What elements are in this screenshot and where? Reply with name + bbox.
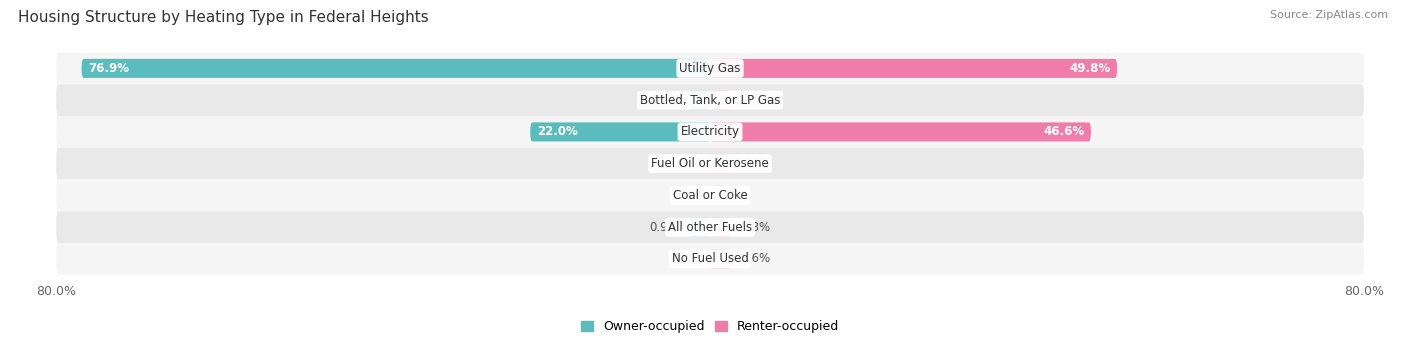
FancyBboxPatch shape [56, 116, 1364, 148]
Text: 0.0%: 0.0% [678, 252, 707, 266]
Text: 0.97%: 0.97% [650, 221, 686, 234]
FancyBboxPatch shape [530, 122, 710, 142]
FancyBboxPatch shape [710, 218, 731, 237]
Text: 0.09%: 0.09% [734, 157, 770, 170]
Text: 46.6%: 46.6% [1043, 125, 1084, 138]
FancyBboxPatch shape [710, 154, 731, 173]
Text: 49.8%: 49.8% [1070, 62, 1111, 75]
Text: Source: ZipAtlas.com: Source: ZipAtlas.com [1270, 10, 1388, 20]
Text: 76.9%: 76.9% [89, 62, 129, 75]
FancyBboxPatch shape [710, 59, 1116, 78]
FancyBboxPatch shape [56, 211, 1364, 243]
Text: 0.0%: 0.0% [678, 189, 707, 202]
Text: Bottled, Tank, or LP Gas: Bottled, Tank, or LP Gas [640, 94, 780, 107]
Text: Housing Structure by Heating Type in Federal Heights: Housing Structure by Heating Type in Fed… [18, 10, 429, 25]
FancyBboxPatch shape [56, 180, 1364, 211]
Text: Coal or Coke: Coal or Coke [672, 189, 748, 202]
Text: 0.0%: 0.0% [678, 157, 707, 170]
FancyBboxPatch shape [710, 250, 731, 268]
FancyBboxPatch shape [56, 243, 1364, 275]
Text: Fuel Oil or Kerosene: Fuel Oil or Kerosene [651, 157, 769, 170]
FancyBboxPatch shape [689, 91, 710, 110]
Text: All other Fuels: All other Fuels [668, 221, 752, 234]
FancyBboxPatch shape [56, 84, 1364, 116]
Text: 22.0%: 22.0% [537, 125, 578, 138]
Text: 0.68%: 0.68% [734, 221, 770, 234]
FancyBboxPatch shape [56, 148, 1364, 180]
Text: No Fuel Used: No Fuel Used [672, 252, 748, 266]
Text: 0.0%: 0.0% [713, 189, 742, 202]
FancyBboxPatch shape [710, 91, 731, 110]
FancyBboxPatch shape [689, 218, 710, 237]
FancyBboxPatch shape [82, 59, 710, 78]
FancyBboxPatch shape [56, 53, 1364, 84]
FancyBboxPatch shape [710, 122, 1091, 142]
Text: Utility Gas: Utility Gas [679, 62, 741, 75]
Text: 0.36%: 0.36% [734, 252, 770, 266]
Text: 0.17%: 0.17% [650, 94, 686, 107]
Text: Electricity: Electricity [681, 125, 740, 138]
Text: 2.5%: 2.5% [734, 94, 763, 107]
Legend: Owner-occupied, Renter-occupied: Owner-occupied, Renter-occupied [575, 315, 845, 338]
